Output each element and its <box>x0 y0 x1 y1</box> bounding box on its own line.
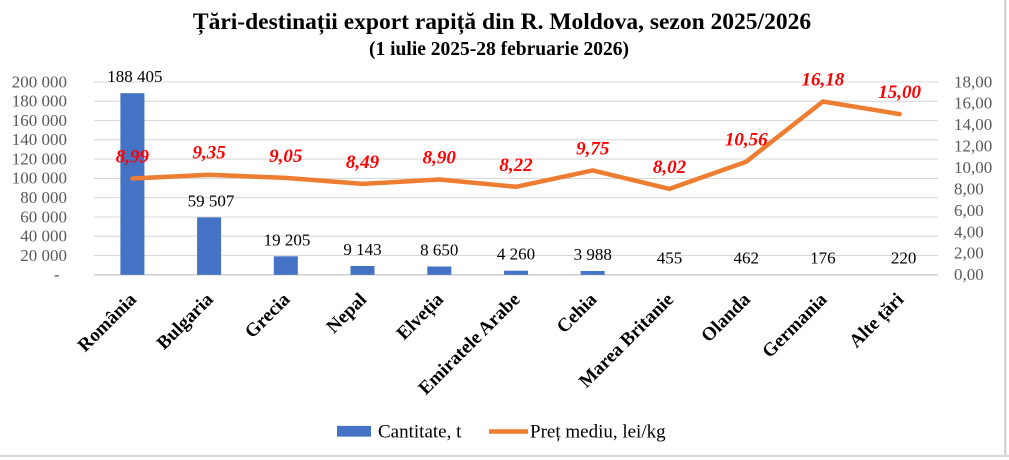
svg-text:8,02: 8,02 <box>653 157 687 178</box>
svg-text:6,00: 6,00 <box>954 201 984 220</box>
svg-text:220: 220 <box>891 249 917 268</box>
svg-text:9,35: 9,35 <box>192 143 226 164</box>
svg-text:80 000: 80 000 <box>20 188 67 207</box>
svg-text:8,90: 8,90 <box>423 148 457 169</box>
svg-text:18,00: 18,00 <box>954 72 992 91</box>
svg-text:8,99: 8,99 <box>116 147 150 168</box>
svg-text:14,00: 14,00 <box>954 115 992 134</box>
svg-text:10,56: 10,56 <box>725 130 768 151</box>
svg-text:15,00: 15,00 <box>878 82 921 103</box>
svg-text:140 000: 140 000 <box>12 130 67 149</box>
svg-text:200 000: 200 000 <box>12 72 67 91</box>
svg-text:9,05: 9,05 <box>269 146 303 167</box>
svg-text:9,75: 9,75 <box>576 138 610 159</box>
svg-text:8,00: 8,00 <box>954 179 984 198</box>
svg-text:120 000: 120 000 <box>12 149 67 168</box>
svg-text:8 650: 8 650 <box>420 241 458 260</box>
svg-text:9 143: 9 143 <box>343 240 381 259</box>
svg-text:(1 iulie 2025-28 februarie 202: (1 iulie 2025-28 februarie 2026) <box>369 39 629 60</box>
svg-text:4 260: 4 260 <box>497 245 535 264</box>
svg-text:2,00: 2,00 <box>954 244 984 263</box>
svg-text:0,00: 0,00 <box>954 265 984 284</box>
svg-text:Cantitate, t: Cantitate, t <box>378 422 462 443</box>
svg-text:180 000: 180 000 <box>12 92 67 111</box>
svg-text:4,00: 4,00 <box>954 222 984 241</box>
svg-text:8,22: 8,22 <box>499 155 533 176</box>
svg-text:8,49: 8,49 <box>346 152 380 173</box>
svg-text:455: 455 <box>657 248 683 267</box>
svg-text:176: 176 <box>810 249 836 268</box>
svg-text:3 988: 3 988 <box>574 245 612 264</box>
svg-text:16,00: 16,00 <box>954 94 992 113</box>
svg-text:462: 462 <box>733 248 759 267</box>
svg-text:160 000: 160 000 <box>12 111 67 130</box>
svg-text:12,00: 12,00 <box>954 137 992 156</box>
svg-text:10,00: 10,00 <box>954 158 992 177</box>
svg-text:40 000: 40 000 <box>20 227 67 246</box>
svg-text:-: - <box>54 265 60 284</box>
svg-text:60 000: 60 000 <box>20 207 67 226</box>
svg-text:20 000: 20 000 <box>20 246 67 265</box>
svg-text:188 405: 188 405 <box>107 67 162 86</box>
svg-text:100 000: 100 000 <box>12 169 67 188</box>
svg-text:16,18: 16,18 <box>802 70 845 91</box>
svg-text:19 205: 19 205 <box>264 230 311 249</box>
svg-text:Țări-destinații export rapiță: Țări-destinații export rapiță din R. Mol… <box>193 9 811 36</box>
svg-text:Preț mediu, lei/kg: Preț mediu, lei/kg <box>530 422 666 443</box>
svg-text:59 507: 59 507 <box>188 191 235 210</box>
